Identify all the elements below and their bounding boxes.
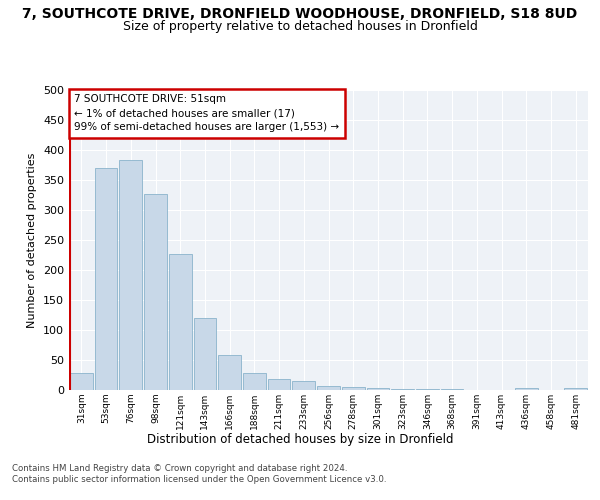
- Bar: [70, 373, 93, 390]
- Text: 7 SOUTHCOTE DRIVE: 51sqm
← 1% of detached houses are smaller (17)
99% of semi-de: 7 SOUTHCOTE DRIVE: 51sqm ← 1% of detache…: [74, 94, 340, 132]
- Bar: [317, 386, 340, 390]
- Bar: [243, 373, 266, 390]
- Bar: [367, 388, 389, 390]
- Bar: [268, 378, 290, 390]
- Text: Contains public sector information licensed under the Open Government Licence v3: Contains public sector information licen…: [12, 475, 386, 484]
- Text: Contains HM Land Registry data © Crown copyright and database right 2024.: Contains HM Land Registry data © Crown c…: [12, 464, 347, 473]
- Bar: [144, 194, 167, 390]
- Bar: [342, 387, 365, 390]
- Bar: [169, 254, 191, 390]
- Bar: [95, 168, 118, 390]
- Text: Size of property relative to detached houses in Dronfield: Size of property relative to detached ho…: [122, 20, 478, 33]
- Text: Distribution of detached houses by size in Dronfield: Distribution of detached houses by size …: [147, 432, 453, 446]
- Bar: [564, 388, 587, 390]
- Bar: [292, 381, 315, 390]
- Bar: [391, 389, 414, 390]
- Bar: [218, 355, 241, 390]
- Bar: [194, 318, 216, 390]
- Text: 7, SOUTHCOTE DRIVE, DRONFIELD WOODHOUSE, DRONFIELD, S18 8UD: 7, SOUTHCOTE DRIVE, DRONFIELD WOODHOUSE,…: [22, 8, 578, 22]
- Bar: [119, 160, 142, 390]
- Y-axis label: Number of detached properties: Number of detached properties: [28, 152, 37, 328]
- Bar: [515, 388, 538, 390]
